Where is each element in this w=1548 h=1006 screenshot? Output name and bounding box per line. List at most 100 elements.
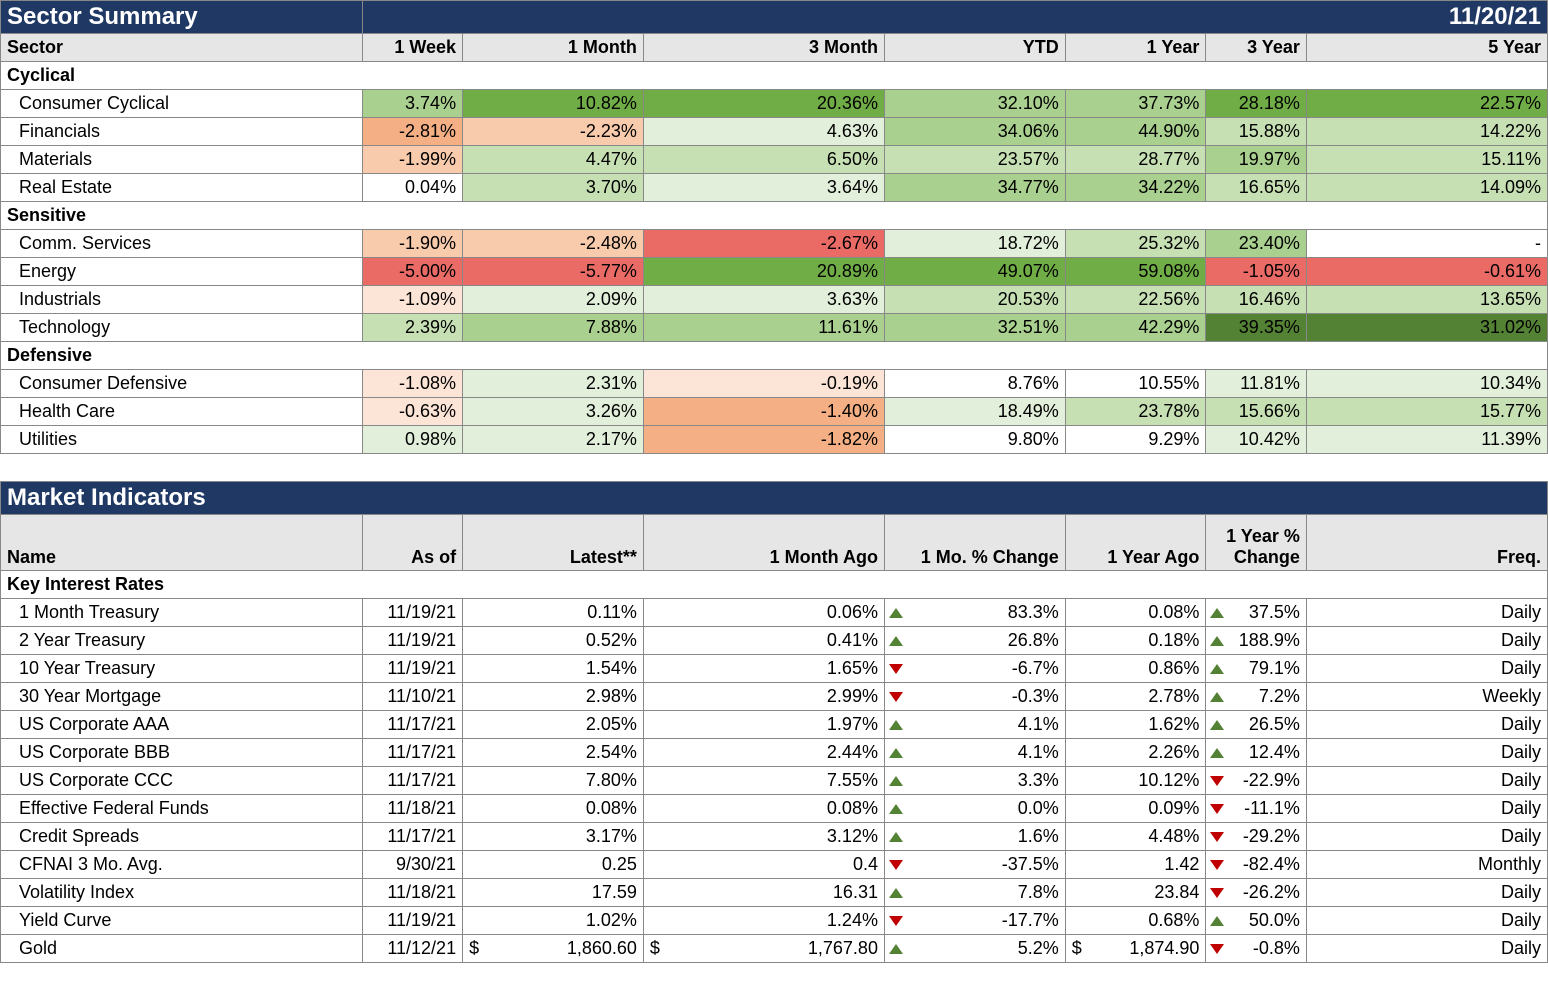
sector-cell: 34.22% xyxy=(1065,174,1206,202)
sector-summary-title: Sector Summary xyxy=(1,1,363,34)
mi-month-change: -0.3% xyxy=(884,683,1065,711)
sector-cell: 0.04% xyxy=(362,174,462,202)
mi-row-label: Effective Federal Funds xyxy=(1,795,363,823)
sector-cell: 23.40% xyxy=(1206,230,1306,258)
mi-row-label: 30 Year Mortgage xyxy=(1,683,363,711)
sector-cell: -2.23% xyxy=(463,118,644,146)
mi-month-ago: 0.4 xyxy=(643,851,884,879)
sector-cell: 10.42% xyxy=(1206,426,1306,454)
mi-asof: 11/19/21 xyxy=(362,655,462,683)
mi-asof: 11/10/21 xyxy=(362,683,462,711)
sector-cell: 39.35% xyxy=(1206,314,1306,342)
mi-col-header: Freq. xyxy=(1306,515,1547,571)
mi-month-change: 7.8% xyxy=(884,879,1065,907)
sector-cell: 37.73% xyxy=(1065,90,1206,118)
sector-row-label: Comm. Services xyxy=(1,230,363,258)
mi-month-change: 26.8% xyxy=(884,627,1065,655)
sector-cell: -0.63% xyxy=(362,398,462,426)
down-arrow-icon xyxy=(1210,860,1224,870)
sector-cell: 31.02% xyxy=(1306,314,1547,342)
up-arrow-icon xyxy=(889,748,903,758)
up-arrow-icon xyxy=(889,944,903,954)
sector-cell: -2.48% xyxy=(463,230,644,258)
sector-cell: -1.09% xyxy=(362,286,462,314)
sector-col-header: 5 Year xyxy=(1306,34,1547,62)
sector-cell: 4.63% xyxy=(643,118,884,146)
sector-cell: 13.65% xyxy=(1306,286,1547,314)
sector-cell: 10.82% xyxy=(463,90,644,118)
mi-row: US Corporate AAA11/17/212.05%1.97%4.1%1.… xyxy=(1,711,1548,739)
mi-col-header: Name xyxy=(1,515,363,571)
mi-year-ago: 1.42 xyxy=(1065,851,1206,879)
mi-freq: Daily xyxy=(1306,935,1547,963)
sector-col-header: 1 Month xyxy=(463,34,644,62)
mi-year-change: -29.2% xyxy=(1206,823,1306,851)
mi-row-label: Yield Curve xyxy=(1,907,363,935)
sector-cell: 20.36% xyxy=(643,90,884,118)
down-arrow-icon xyxy=(889,916,903,926)
mi-row-label: 2 Year Treasury xyxy=(1,627,363,655)
sector-cell: 3.64% xyxy=(643,174,884,202)
sector-cell: 8.76% xyxy=(884,370,1065,398)
mi-latest: 2.54% xyxy=(463,739,644,767)
sector-row-label: Utilities xyxy=(1,426,363,454)
sector-col-header: YTD xyxy=(884,34,1065,62)
sector-cell: 22.56% xyxy=(1065,286,1206,314)
mi-col-header: 1 Mo. % Change xyxy=(884,515,1065,571)
mi-freq: Daily xyxy=(1306,599,1547,627)
up-arrow-icon xyxy=(889,636,903,646)
up-arrow-icon xyxy=(889,720,903,730)
mi-asof: 11/19/21 xyxy=(362,907,462,935)
sector-cell: -5.00% xyxy=(362,258,462,286)
down-arrow-icon xyxy=(1210,888,1224,898)
sector-cell: 16.46% xyxy=(1206,286,1306,314)
mi-group-header: Key Interest Rates xyxy=(1,571,1548,599)
sector-cell: -1.90% xyxy=(362,230,462,258)
mi-month-ago: $1,767.80 xyxy=(643,935,884,963)
sector-row: Energy-5.00%-5.77%20.89%49.07%59.08%-1.0… xyxy=(1,258,1548,286)
up-arrow-icon xyxy=(1210,748,1224,758)
mi-asof: 11/17/21 xyxy=(362,739,462,767)
sector-col-header: 1 Year xyxy=(1065,34,1206,62)
down-arrow-icon xyxy=(1210,832,1224,842)
sector-cell: 2.31% xyxy=(463,370,644,398)
mi-year-change: 37.5% xyxy=(1206,599,1306,627)
mi-freq: Daily xyxy=(1306,655,1547,683)
mi-month-change: 4.1% xyxy=(884,739,1065,767)
mi-month-ago: 7.55% xyxy=(643,767,884,795)
mi-year-ago: 0.08% xyxy=(1065,599,1206,627)
mi-year-change: 188.9% xyxy=(1206,627,1306,655)
mi-asof: 11/17/21 xyxy=(362,711,462,739)
sector-cell: 15.11% xyxy=(1306,146,1547,174)
mi-latest: 2.05% xyxy=(463,711,644,739)
sector-col-header: 3 Year xyxy=(1206,34,1306,62)
mi-month-change: -17.7% xyxy=(884,907,1065,935)
mi-row-label: US Corporate CCC xyxy=(1,767,363,795)
sector-cell: 19.97% xyxy=(1206,146,1306,174)
sector-row-label: Materials xyxy=(1,146,363,174)
mi-row: Yield Curve11/19/211.02%1.24%-17.7%0.68%… xyxy=(1,907,1548,935)
mi-freq: Daily xyxy=(1306,627,1547,655)
mi-freq: Daily xyxy=(1306,823,1547,851)
sector-row: Materials-1.99%4.47%6.50%23.57%28.77%19.… xyxy=(1,146,1548,174)
sector-cell: 15.66% xyxy=(1206,398,1306,426)
sector-cell: 3.70% xyxy=(463,174,644,202)
mi-row-label: Volatility Index xyxy=(1,879,363,907)
sector-cell: 18.72% xyxy=(884,230,1065,258)
mi-year-ago: 0.86% xyxy=(1065,655,1206,683)
sector-cell: -1.40% xyxy=(643,398,884,426)
sector-cell: 10.55% xyxy=(1065,370,1206,398)
sector-group-defensive: Defensive xyxy=(1,342,1548,370)
sector-group-sensitive: Sensitive xyxy=(1,202,1548,230)
sector-cell: 2.17% xyxy=(463,426,644,454)
mi-asof: 11/18/21 xyxy=(362,879,462,907)
sector-cell: 59.08% xyxy=(1065,258,1206,286)
up-arrow-icon xyxy=(889,776,903,786)
mi-asof: 9/30/21 xyxy=(362,851,462,879)
mi-year-ago: 0.09% xyxy=(1065,795,1206,823)
mi-month-change: 5.2% xyxy=(884,935,1065,963)
mi-month-ago: 0.41% xyxy=(643,627,884,655)
mi-row-label: 10 Year Treasury xyxy=(1,655,363,683)
mi-row: Effective Federal Funds11/18/210.08%0.08… xyxy=(1,795,1548,823)
mi-row-label: 1 Month Treasury xyxy=(1,599,363,627)
